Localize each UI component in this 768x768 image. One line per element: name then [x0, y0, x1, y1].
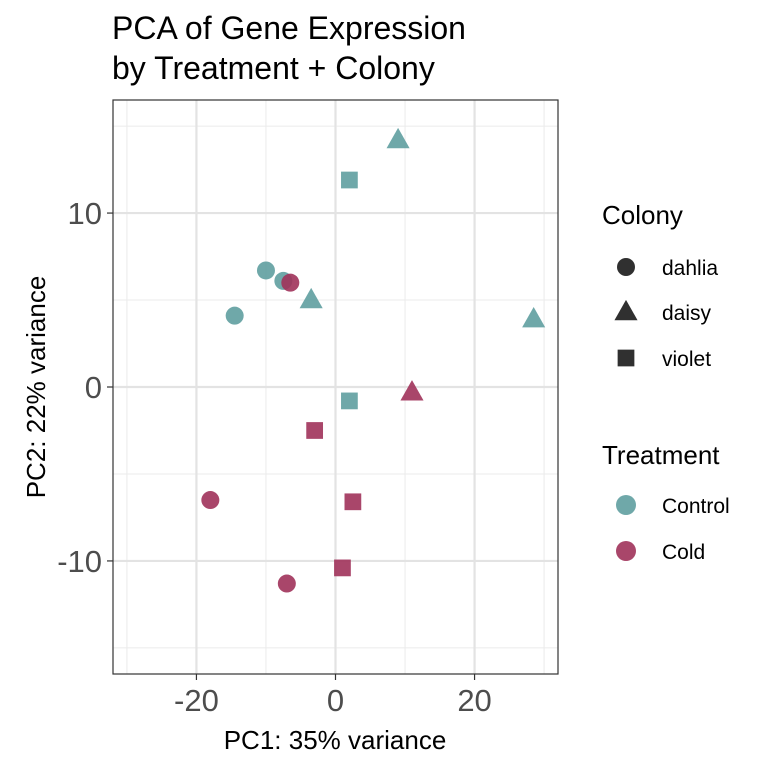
- legend-treatment-title: Treatment: [602, 440, 720, 470]
- legend-dahlia-circle-icon: [617, 258, 635, 276]
- data-point: [306, 422, 324, 439]
- data-point: [522, 307, 546, 328]
- x-tick-label: -20: [174, 683, 219, 718]
- chart-title-line-2: by Treatment + Colony: [112, 50, 435, 86]
- data-points: [201, 127, 546, 593]
- x-tick-label: 0: [327, 683, 344, 718]
- y-tick-label: -10: [57, 544, 102, 579]
- x-axis-ticks: -20 0 20: [174, 674, 492, 718]
- data-point: [201, 491, 220, 510]
- x-tick-label: 20: [457, 683, 491, 718]
- legend-colony-label: daisy: [662, 302, 712, 325]
- x-axis-title: PC1: 35% variance: [224, 725, 447, 755]
- legend-violet-square-icon: [617, 349, 635, 367]
- legend: Colony dahlia daisy violet Treatment Contr…: [602, 200, 730, 564]
- legend-treatment-entries: Control Cold: [616, 495, 730, 564]
- y-tick-label: 0: [85, 370, 102, 405]
- data-point: [256, 261, 275, 280]
- data-point: [277, 574, 296, 593]
- grid-major: [113, 100, 558, 674]
- data-point: [344, 493, 362, 511]
- legend-daisy-triangle-icon: [614, 299, 638, 321]
- y-tick-label: 10: [68, 196, 102, 231]
- data-point: [281, 273, 300, 292]
- data-point: [341, 171, 358, 189]
- legend-colony-label: dahlia: [662, 257, 718, 280]
- data-point: [386, 127, 410, 149]
- chart-title-line-1: PCA of Gene Expression: [112, 10, 466, 46]
- plot-panel: [112, 99, 559, 675]
- legend-colony-label: violet: [662, 348, 711, 371]
- legend-cold-color-icon: [616, 541, 636, 561]
- data-point: [400, 380, 424, 401]
- data-point: [299, 287, 323, 309]
- y-axis-title: PC2: 22% variance: [21, 276, 51, 499]
- legend-treatment-label: Control: [662, 495, 730, 518]
- data-point: [225, 306, 244, 325]
- data-point: [334, 559, 351, 577]
- legend-treatment-label: Cold: [662, 541, 705, 564]
- y-axis-ticks: -10 0 10: [57, 196, 113, 579]
- legend-colony-entries: dahlia daisy violet: [614, 257, 718, 371]
- data-point: [341, 392, 358, 410]
- legend-colony-title: Colony: [602, 200, 683, 230]
- legend-control-color-icon: [616, 495, 636, 515]
